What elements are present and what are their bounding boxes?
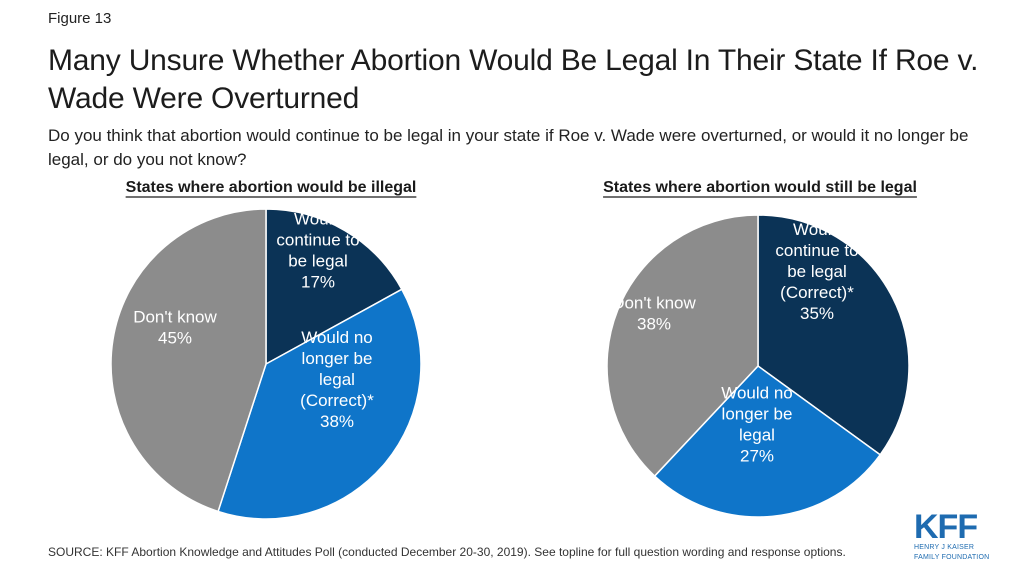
pie-slice-continue-legal xyxy=(757,214,910,456)
pie-label-line: (Correct)* xyxy=(300,391,374,410)
pie-label-line: Don't know xyxy=(612,294,696,313)
figure-label: Figure 13 xyxy=(48,10,112,27)
pie-label-line: longer be xyxy=(302,349,373,368)
pie-label-line: 38% xyxy=(320,412,354,431)
pie-title-illegal-states: States where abortion would be illegal xyxy=(126,179,417,196)
pie-label-dont-know: Don't know 45% xyxy=(133,308,217,348)
pie-label-line: legal xyxy=(739,426,775,445)
pie-label-line: be legal xyxy=(288,252,348,271)
pie-label-line: Would xyxy=(294,210,342,229)
kff-logo-line1: HENRY J KAISER xyxy=(914,544,975,551)
pie-label-line: 27% xyxy=(740,447,774,466)
pie-label-line: Would no xyxy=(721,384,793,403)
pie-label-no-longer-legal: Would no longer be legal 27% xyxy=(721,384,793,466)
pie-label-line: be legal xyxy=(787,262,847,281)
pie-title-legal-states: States where abortion would still be leg… xyxy=(603,179,917,196)
pie-label-line: continue to xyxy=(276,231,359,250)
pie-slice-continue-legal xyxy=(265,208,403,366)
pie-label-line: 35% xyxy=(800,304,834,323)
survey-question: Do you think that abortion would continu… xyxy=(48,126,969,169)
kff-logo-line2: FAMILY FOUNDATION xyxy=(914,554,990,561)
pie-chart-illegal-states: States where abortion would be illegal W… xyxy=(110,179,422,520)
pie-label-continue-legal: Would continue to be legal (Correct)* 35% xyxy=(775,220,858,323)
pie-slice-no-longer-legal xyxy=(217,288,422,520)
pie-label-line: longer be xyxy=(722,405,793,424)
source-note: SOURCE: KFF Abortion Knowledge and Attit… xyxy=(48,545,846,559)
pie-slice-dont-know xyxy=(110,208,267,513)
pie-label-line: 45% xyxy=(158,329,192,348)
chart-title: Many Unsure Whether Abortion Would Be Le… xyxy=(48,44,979,115)
pie-label-line: 38% xyxy=(637,315,671,334)
kff-logo-mark: KFF xyxy=(914,508,978,546)
kff-logo: KFF HENRY J KAISER FAMILY FOUNDATION xyxy=(914,508,992,562)
pie-label-dont-know: Don't know 38% xyxy=(612,294,696,334)
pie-label-line: Don't know xyxy=(133,308,217,327)
pie-label-line: Would xyxy=(793,220,841,239)
pie-label-line: (Correct)* xyxy=(780,283,854,302)
pie-slice-no-longer-legal xyxy=(653,365,882,518)
pie-slice-dont-know xyxy=(606,214,759,478)
pie-chart-legal-states: States where abortion would still be leg… xyxy=(603,179,917,518)
pie-label-line: legal xyxy=(319,370,355,389)
pie-label-no-longer-legal: Would no longer be legal (Correct)* 38% xyxy=(300,328,374,431)
pie-label-line: Would no xyxy=(301,328,373,347)
pie-label-line: continue to xyxy=(775,241,858,260)
pie-label-continue-legal: Would continue to be legal 17% xyxy=(276,210,359,292)
pie-label-line: 17% xyxy=(301,273,335,292)
